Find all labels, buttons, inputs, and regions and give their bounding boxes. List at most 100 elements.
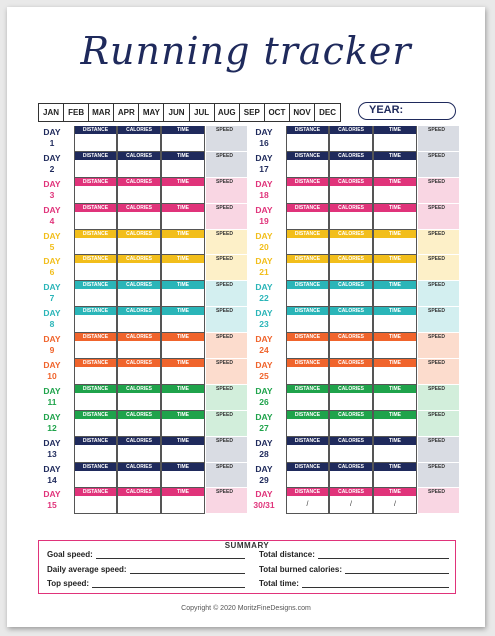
month-apr[interactable]: APR [114,104,140,121]
time-cell[interactable]: TIME [373,126,417,152]
time-cell[interactable]: TIME [161,462,205,489]
calories-cell[interactable]: CALORIES [329,436,373,463]
speed-cell[interactable]: SPEED [418,229,459,256]
calories-cell[interactable]: CALORIES [117,281,161,308]
distance-cell[interactable]: DISTANCE [74,488,117,515]
speed-cell[interactable]: SPEED [418,488,459,515]
total-distance-line[interactable]: Total distance: [259,550,449,559]
month-dec[interactable]: DEC [319,108,337,117]
time-cell[interactable]: TIME [373,384,417,411]
speed-cell[interactable]: SPEED [418,307,459,334]
time-cell[interactable]: TIME [161,281,205,308]
time-cell[interactable]: TIME [373,307,417,334]
calories-cell[interactable]: CALORIES [329,359,373,385]
calories-cell[interactable]: CALORIES [117,177,161,204]
calories-cell[interactable]: CALORIES / [329,488,373,515]
calories-cell[interactable]: CALORIES [329,307,373,334]
month-nov[interactable]: NOV [290,104,316,121]
calories-cell[interactable]: CALORIES [329,255,373,282]
distance-cell[interactable]: DISTANCE [286,229,329,256]
time-cell[interactable]: TIME [373,436,417,463]
speed-cell[interactable]: SPEED [418,410,459,437]
distance-cell[interactable]: DISTANCE [74,281,117,308]
month-aug[interactable]: AUG [215,104,240,121]
speed-cell[interactable]: SPEED [418,333,459,360]
distance-cell[interactable]: DISTANCE [74,384,117,411]
distance-cell[interactable]: DISTANCE [286,126,329,152]
total-time-line[interactable]: Total time: [259,579,449,588]
speed-cell[interactable]: SPEED [206,488,247,515]
calories-cell[interactable]: CALORIES [329,203,373,230]
speed-cell[interactable]: SPEED [418,203,459,230]
speed-cell[interactable]: SPEED [206,126,247,152]
time-cell[interactable]: TIME [161,307,205,334]
month-jan[interactable]: JAN [39,104,65,121]
time-cell[interactable]: TIME / [373,488,417,515]
distance-cell[interactable]: DISTANCE [286,177,329,204]
speed-cell[interactable]: SPEED [206,307,247,334]
speed-cell[interactable]: SPEED [206,151,247,178]
speed-cell[interactable]: SPEED [206,384,247,411]
distance-cell[interactable]: DISTANCE [286,281,329,308]
goal-speed-line[interactable]: Goal speed: [47,550,245,559]
calories-cell[interactable]: CALORIES [329,126,373,152]
time-cell[interactable]: TIME [161,229,205,256]
time-cell[interactable]: TIME [373,255,417,282]
distance-cell[interactable]: DISTANCE [286,410,329,437]
distance-cell[interactable]: DISTANCE [74,151,117,178]
time-cell[interactable]: TIME [161,436,205,463]
speed-cell[interactable]: SPEED [418,359,459,385]
distance-cell[interactable]: DISTANCE [74,255,117,282]
calories-cell[interactable]: CALORIES [117,462,161,489]
time-cell[interactable]: TIME [373,333,417,360]
time-cell[interactable]: TIME [373,203,417,230]
speed-cell[interactable]: SPEED [206,203,247,230]
distance-cell[interactable]: DISTANCE [74,307,117,334]
time-cell[interactable]: TIME [161,151,205,178]
distance-cell[interactable]: DISTANCE [74,126,117,152]
calories-cell[interactable]: CALORIES [329,281,373,308]
month-jun[interactable]: JUN [164,104,190,121]
calories-cell[interactable]: CALORIES [117,151,161,178]
time-cell[interactable]: TIME [161,126,205,152]
time-cell[interactable]: TIME [373,462,417,489]
distance-cell[interactable]: DISTANCE [286,307,329,334]
time-cell[interactable]: TIME [373,177,417,204]
speed-cell[interactable]: SPEED [418,281,459,308]
speed-cell[interactable]: SPEED [206,255,247,282]
time-cell[interactable]: TIME [161,203,205,230]
distance-cell[interactable]: DISTANCE [74,177,117,204]
speed-cell[interactable]: SPEED [206,177,247,204]
calories-cell[interactable]: CALORIES [117,359,161,385]
month-feb[interactable]: FEB [64,104,90,121]
speed-cell[interactable]: SPEED [418,436,459,463]
distance-cell[interactable]: DISTANCE [74,359,117,385]
time-cell[interactable]: TIME [373,229,417,256]
distance-cell[interactable]: DISTANCE [286,255,329,282]
time-cell[interactable]: TIME [161,255,205,282]
time-cell[interactable]: TIME [373,151,417,178]
speed-cell[interactable]: SPEED [418,126,459,152]
speed-cell[interactable]: SPEED [418,462,459,489]
distance-cell[interactable]: DISTANCE [74,410,117,437]
calories-cell[interactable]: CALORIES [117,126,161,152]
calories-cell[interactable]: CALORIES [329,151,373,178]
calories-cell[interactable]: CALORIES [117,384,161,411]
daily-average-speed-line[interactable]: Daily average speed: [47,565,245,574]
month-jul[interactable]: JUL [190,104,215,121]
distance-cell[interactable]: DISTANCE [74,462,117,489]
total-calories-line[interactable]: Total burned calories: [259,565,449,574]
time-cell[interactable]: TIME [161,359,205,385]
distance-cell[interactable]: DISTANCE [286,359,329,385]
time-cell[interactable]: TIME [161,384,205,411]
calories-cell[interactable]: CALORIES [329,410,373,437]
speed-cell[interactable]: SPEED [206,281,247,308]
calories-cell[interactable]: CALORIES [117,307,161,334]
distance-cell[interactable]: DISTANCE [74,229,117,256]
top-speed-line[interactable]: Top speed: [47,579,245,588]
speed-cell[interactable]: SPEED [418,177,459,204]
distance-cell[interactable]: DISTANCE [74,333,117,360]
month-sep[interactable]: SEP [240,104,265,121]
month-may[interactable]: MAY [139,104,165,121]
speed-cell[interactable]: SPEED [206,436,247,463]
